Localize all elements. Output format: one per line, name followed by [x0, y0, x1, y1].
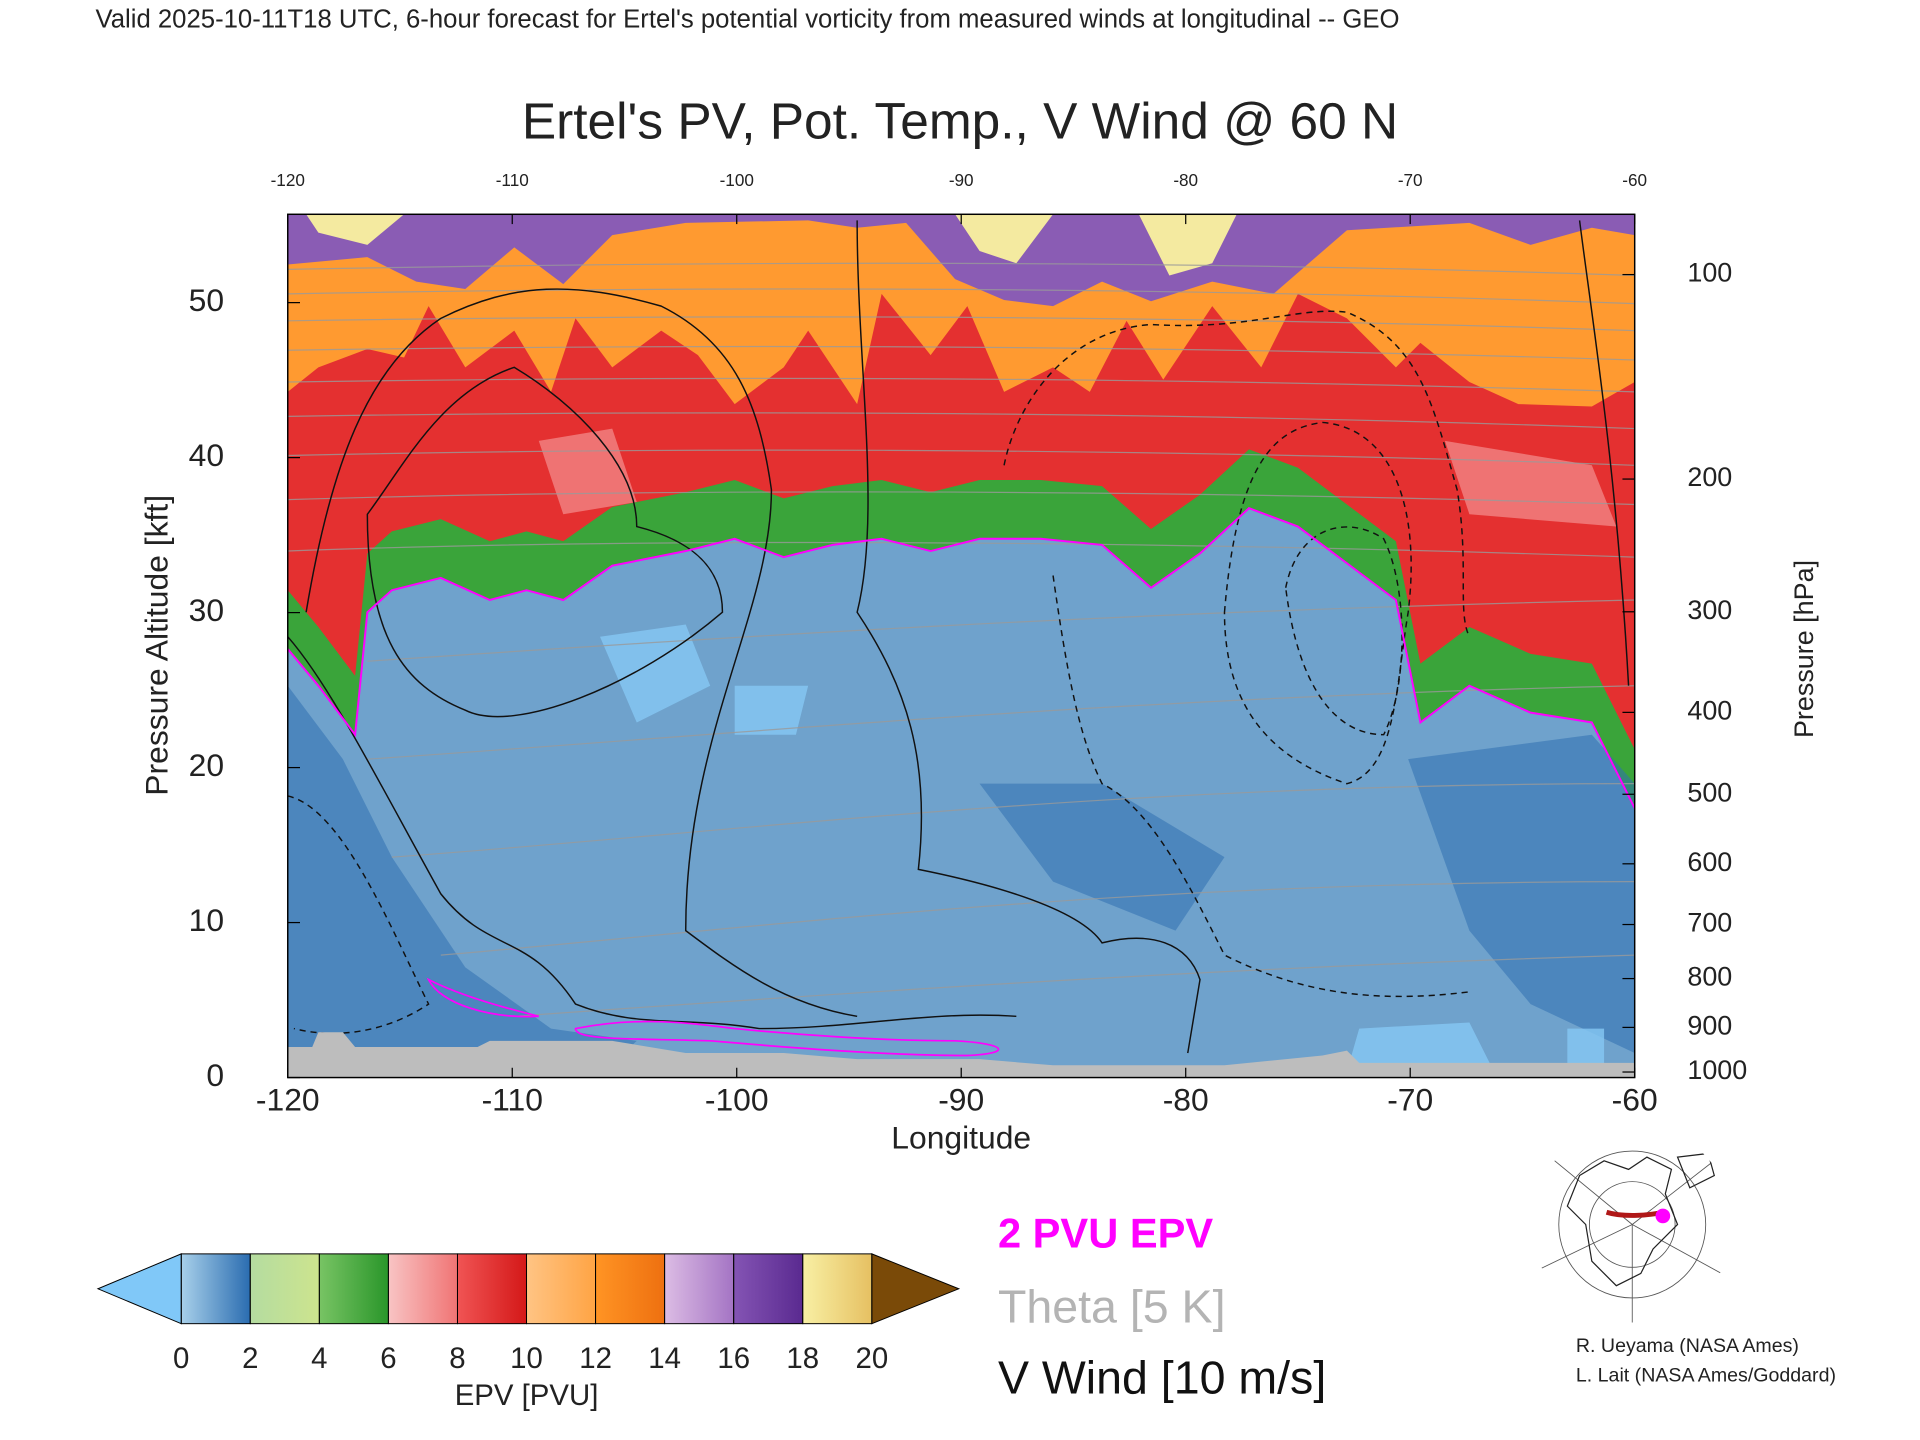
legend: 2 PVU EPV Theta [5 K] V Wind [10 m/s]: [998, 1210, 1326, 1404]
colorbar: 0 2 4 6 8 10 12 14 16 18 20: [96, 1253, 961, 1375]
field-band: [287, 214, 1635, 307]
y2-tick-label: 900: [1687, 1011, 1732, 1041]
x-tick-label: -80: [1163, 1081, 1209, 1117]
colorbar-over: [871, 1253, 961, 1325]
y2-tick-label: 400: [1687, 695, 1732, 725]
y-axis-label: Pressure Altitude [kft]: [139, 495, 175, 796]
x-tick-label: -110: [482, 1081, 543, 1117]
colorbar-segment: [802, 1253, 873, 1325]
x2-tick-label: -80: [1173, 170, 1198, 190]
field-band: [600, 624, 1605, 1072]
theta-contours: [287, 262, 1635, 1017]
terrain: [287, 1032, 1635, 1078]
x2-tick-label: -120: [271, 170, 305, 190]
pv2-contour: [426, 977, 1000, 1057]
x2-tick-label: -70: [1398, 170, 1423, 190]
y-tick-label: 30: [189, 592, 224, 628]
y2-tick-label: 100: [1687, 258, 1732, 288]
x-tick-label: -60: [1612, 1081, 1658, 1117]
field-band: [538, 428, 1617, 527]
legend-entry: V Wind [10 m/s]: [998, 1352, 1326, 1404]
x-tick-label: -90: [938, 1081, 984, 1117]
y-tick-label: 40: [189, 437, 224, 473]
colorbar-segment: [595, 1253, 666, 1325]
colorbar-segment: [664, 1253, 735, 1325]
colorbar-tick-label: 12: [579, 1342, 612, 1375]
y2-tick-label: 600: [1687, 847, 1732, 877]
credit: L. Lait (NASA Ames/Goddard): [1576, 1364, 1836, 1386]
colorbar-segment: [249, 1253, 320, 1325]
colorbar-segment: [180, 1253, 251, 1325]
field-band: [306, 214, 1237, 276]
colorbar-tick-label: 4: [311, 1342, 327, 1375]
x2-tick-label: -90: [949, 170, 974, 190]
y2-tick-label: 500: [1687, 777, 1732, 807]
colorbar-segment: [733, 1253, 804, 1325]
colorbar-tick-label: 14: [648, 1342, 681, 1375]
locator-map: [1531, 1146, 1733, 1323]
y-tick-label: 20: [189, 747, 224, 783]
y2-tick-label: 1000: [1687, 1055, 1747, 1085]
pv2-contour: [287, 507, 1635, 809]
colorbar-tick-label: 6: [380, 1342, 396, 1375]
colorbar-under: [96, 1253, 182, 1325]
x-axis-label: Longitude: [891, 1119, 1031, 1155]
colorbar-tick-label: 10: [510, 1342, 543, 1375]
colorbar-tick-label: 0: [173, 1342, 189, 1375]
colorbar-segment: [318, 1253, 389, 1325]
legend-entry: Theta [5 K]: [998, 1281, 1226, 1333]
y2-tick-label: 800: [1687, 962, 1732, 992]
colorbar-label: EPV [PVU]: [455, 1379, 599, 1412]
x2-tick-label: -110: [496, 170, 529, 190]
chart-title: Ertel's PV, Pot. Temp., V Wind @ 60 N: [522, 91, 1398, 149]
x2-tick-label: -100: [720, 170, 754, 190]
legend-entry: 2 PVU EPV: [998, 1210, 1213, 1257]
y2-tick-label: 700: [1687, 908, 1732, 938]
colorbar-segment: [387, 1253, 458, 1325]
field-band: [287, 685, 1635, 1066]
header: Valid 2025-10-11T18 UTC, 6-hour forecast…: [96, 6, 1400, 34]
wind-contours: [287, 220, 1630, 1054]
x-tick-label: -120: [256, 1081, 320, 1117]
colorbar-segment: [456, 1253, 528, 1325]
y2-tick-label: 300: [1687, 595, 1732, 625]
colorbar-tick-label: 16: [717, 1342, 750, 1375]
x2-tick-label: -60: [1622, 170, 1647, 190]
y-tick-label: 10: [189, 902, 224, 938]
colorbar-tick-label: 20: [855, 1342, 888, 1375]
y-tick-label: 50: [189, 282, 224, 318]
wind-contours: [287, 310, 1471, 1035]
y2-tick-label: 200: [1687, 462, 1732, 492]
colorbar-tick-label: 2: [242, 1342, 258, 1375]
pv-field: [287, 214, 1635, 1078]
colorbar-tick-label: 18: [786, 1342, 819, 1375]
credit: R. Ueyama (NASA Ames): [1576, 1335, 1799, 1357]
colorbar-tick-label: 8: [449, 1342, 465, 1375]
x-tick-label: -100: [705, 1081, 769, 1117]
colorbar-segment: [526, 1253, 597, 1325]
y-tick-label: 0: [206, 1057, 224, 1093]
x-tick-label: -70: [1387, 1081, 1433, 1117]
y2-axis-label: Pressure [hPa]: [1789, 560, 1819, 738]
